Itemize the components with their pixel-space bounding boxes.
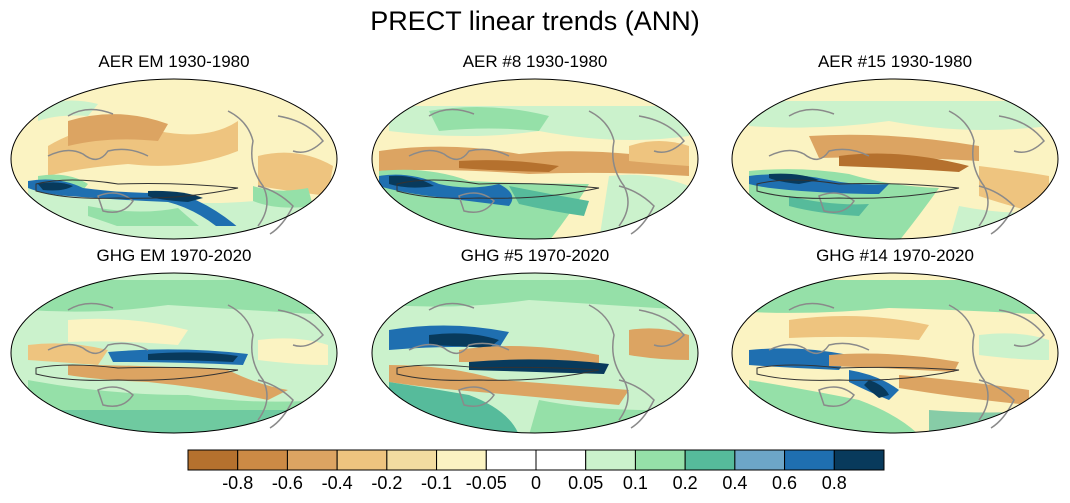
precip-trend-map <box>731 78 1059 240</box>
map-panel-ghg-em: GHG EM 1970-2020 <box>8 246 340 434</box>
map-panel-aer-15: AER #15 1930-1980 <box>729 52 1061 240</box>
precip-trend-map <box>371 272 699 434</box>
colorbar-tick-label: -0.4 <box>321 473 353 493</box>
colorbar-swatch <box>634 449 686 471</box>
colorbar-swatch <box>485 449 537 471</box>
colorbar-tick-label: 0.4 <box>722 473 748 493</box>
panel-title: GHG #14 1970-2020 <box>816 246 974 265</box>
colorbar-tick-label: -0.8 <box>222 473 254 493</box>
colorbar-swatch <box>187 449 239 471</box>
colorbar-swatch <box>436 449 487 471</box>
colorbar-tick-label: 0.1 <box>622 473 648 493</box>
panel-title: AER EM 1930-1980 <box>98 52 250 71</box>
colorbar-tick-label: 0.6 <box>772 473 798 493</box>
map-panel-ghg-14: GHG #14 1970-2020 <box>729 246 1061 434</box>
colorbar <box>187 449 885 471</box>
colorbar-swatch <box>833 449 885 471</box>
colorbar-swatch <box>784 449 835 471</box>
colorbar-tick-label: -0.05 <box>465 473 507 493</box>
colorbar-tick-label: -0.2 <box>371 473 403 493</box>
map-panel-aer-8: AER #8 1930-1980 <box>369 52 701 240</box>
colorbar-tick-label: -0.1 <box>421 473 453 493</box>
precip-trend-map <box>371 78 699 240</box>
colorbar-swatch <box>386 449 438 471</box>
colorbar-tick-label: -0.6 <box>271 473 303 493</box>
colorbar-swatch <box>585 449 636 471</box>
panel-title: GHG EM 1970-2020 <box>96 246 252 265</box>
colorbar-tick-label: 0.2 <box>672 473 698 493</box>
precip-trend-map <box>10 272 338 434</box>
colorbar-tick-label: 0 <box>530 473 542 493</box>
colorbar-swatch <box>286 449 338 471</box>
panel-title: AER #8 1930-1980 <box>462 52 608 71</box>
colorbar-swatch <box>336 449 388 471</box>
colorbar-swatch <box>684 449 736 471</box>
map-panel-aer-em: AER EM 1930-1980 <box>8 52 340 240</box>
colorbar-swatch <box>535 449 587 471</box>
figure-title: PRECT linear trends (ANN) <box>370 6 700 36</box>
map-panel-ghg-5: GHG #5 1970-2020 <box>369 246 701 434</box>
colorbar-tick-label: 0.05 <box>568 473 604 493</box>
colorbar-tick-label: 0.8 <box>821 473 847 493</box>
colorbar-swatch <box>237 449 288 471</box>
colorbar-swatch <box>734 449 786 471</box>
panel-title: AER #15 1930-1980 <box>817 52 973 71</box>
panel-title: GHG #5 1970-2020 <box>460 246 610 265</box>
precip-trend-map <box>10 78 338 240</box>
precip-trend-map <box>731 272 1059 434</box>
